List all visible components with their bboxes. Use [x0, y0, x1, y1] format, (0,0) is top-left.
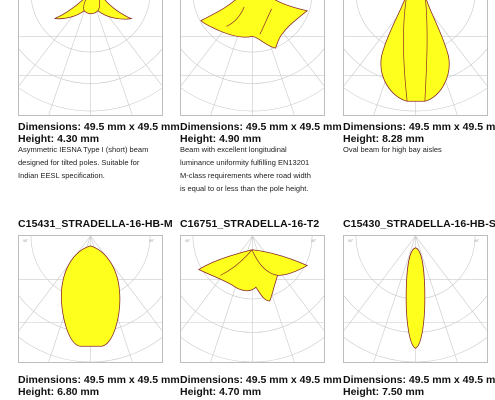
dimensions-label: Dimensions: 49.5 mm x 49.5 mm	[18, 121, 180, 133]
description-line: is equal to or less than the pole height…	[180, 184, 309, 193]
description-line: Oval beam for high bay aisles	[343, 145, 442, 154]
description-line: luminance uniformity fulfilling EN13201	[180, 158, 310, 167]
beam-plot: 90° 90°	[180, 235, 325, 363]
description-line: designed for tilted poles. Suitable for	[18, 158, 140, 167]
description-line: Beam with excellent longitudinal	[180, 145, 287, 154]
product-title: C16751_STRADELLA-16-T2	[180, 218, 320, 230]
svg-text:90°: 90°	[185, 239, 191, 243]
dimensions-label: Dimensions: 49.5 mm x 49.5 mm	[180, 121, 342, 133]
height-label: Height: 6.80 mm	[18, 386, 100, 398]
description-line: M-class requirements where road width	[180, 171, 311, 180]
polar-diagram	[19, 0, 162, 115]
beam-shape	[405, 247, 426, 349]
svg-text:90°: 90°	[348, 239, 354, 243]
polar-diagram	[344, 0, 487, 115]
beam-shape	[54, 0, 133, 20]
height-label: Height: 4.70 mm	[180, 386, 262, 398]
polar-grid	[19, 0, 162, 115]
polar-diagram: 90° 90°	[181, 236, 324, 362]
product-title: C15430_STRADELLA-16-HB-S	[343, 218, 495, 230]
beam-shape	[200, 0, 308, 49]
polar-diagram	[181, 0, 324, 115]
beam-plot	[18, 0, 163, 116]
svg-text:90°: 90°	[474, 239, 480, 243]
height-label: Height: 4.30 mm	[18, 133, 100, 145]
beam-shape	[61, 245, 121, 347]
height-label: Height: 4.90 mm	[180, 133, 262, 145]
polar-diagram: 90° 90°	[19, 236, 162, 362]
description-line: Indian EESL specification.	[18, 171, 105, 180]
dimensions-label: Dimensions: 49.5 mm x 49.5 mm	[18, 374, 180, 386]
beam-plot: 90° 90°	[18, 235, 163, 363]
svg-text:90°: 90°	[23, 239, 29, 243]
beam-plot	[180, 0, 325, 116]
height-label: Height: 8.28 mm	[343, 133, 425, 145]
dimensions-label: Dimensions: 49.5 mm x 49.5 mm	[343, 121, 495, 133]
polar-diagram: 90° 90°	[344, 236, 487, 362]
svg-text:90°: 90°	[311, 239, 317, 243]
beam-plot	[343, 0, 488, 116]
beam-shape	[198, 249, 309, 302]
polar-grid: 90° 90°	[181, 236, 324, 362]
description-line: Asymmetric IESNA Type I (short) beam	[18, 145, 149, 154]
height-label: Height: 7.50 mm	[343, 386, 425, 398]
product-title: C15431_STRADELLA-16-HB-M	[18, 218, 173, 230]
svg-text:90°: 90°	[149, 239, 155, 243]
beam-shape	[380, 0, 450, 102]
dimensions-label: Dimensions: 49.5 mm x 49.5 mm	[180, 374, 342, 386]
dimensions-label: Dimensions: 49.5 mm x 49.5 mm	[343, 374, 495, 386]
beam-plot: 90° 90°	[343, 235, 488, 363]
